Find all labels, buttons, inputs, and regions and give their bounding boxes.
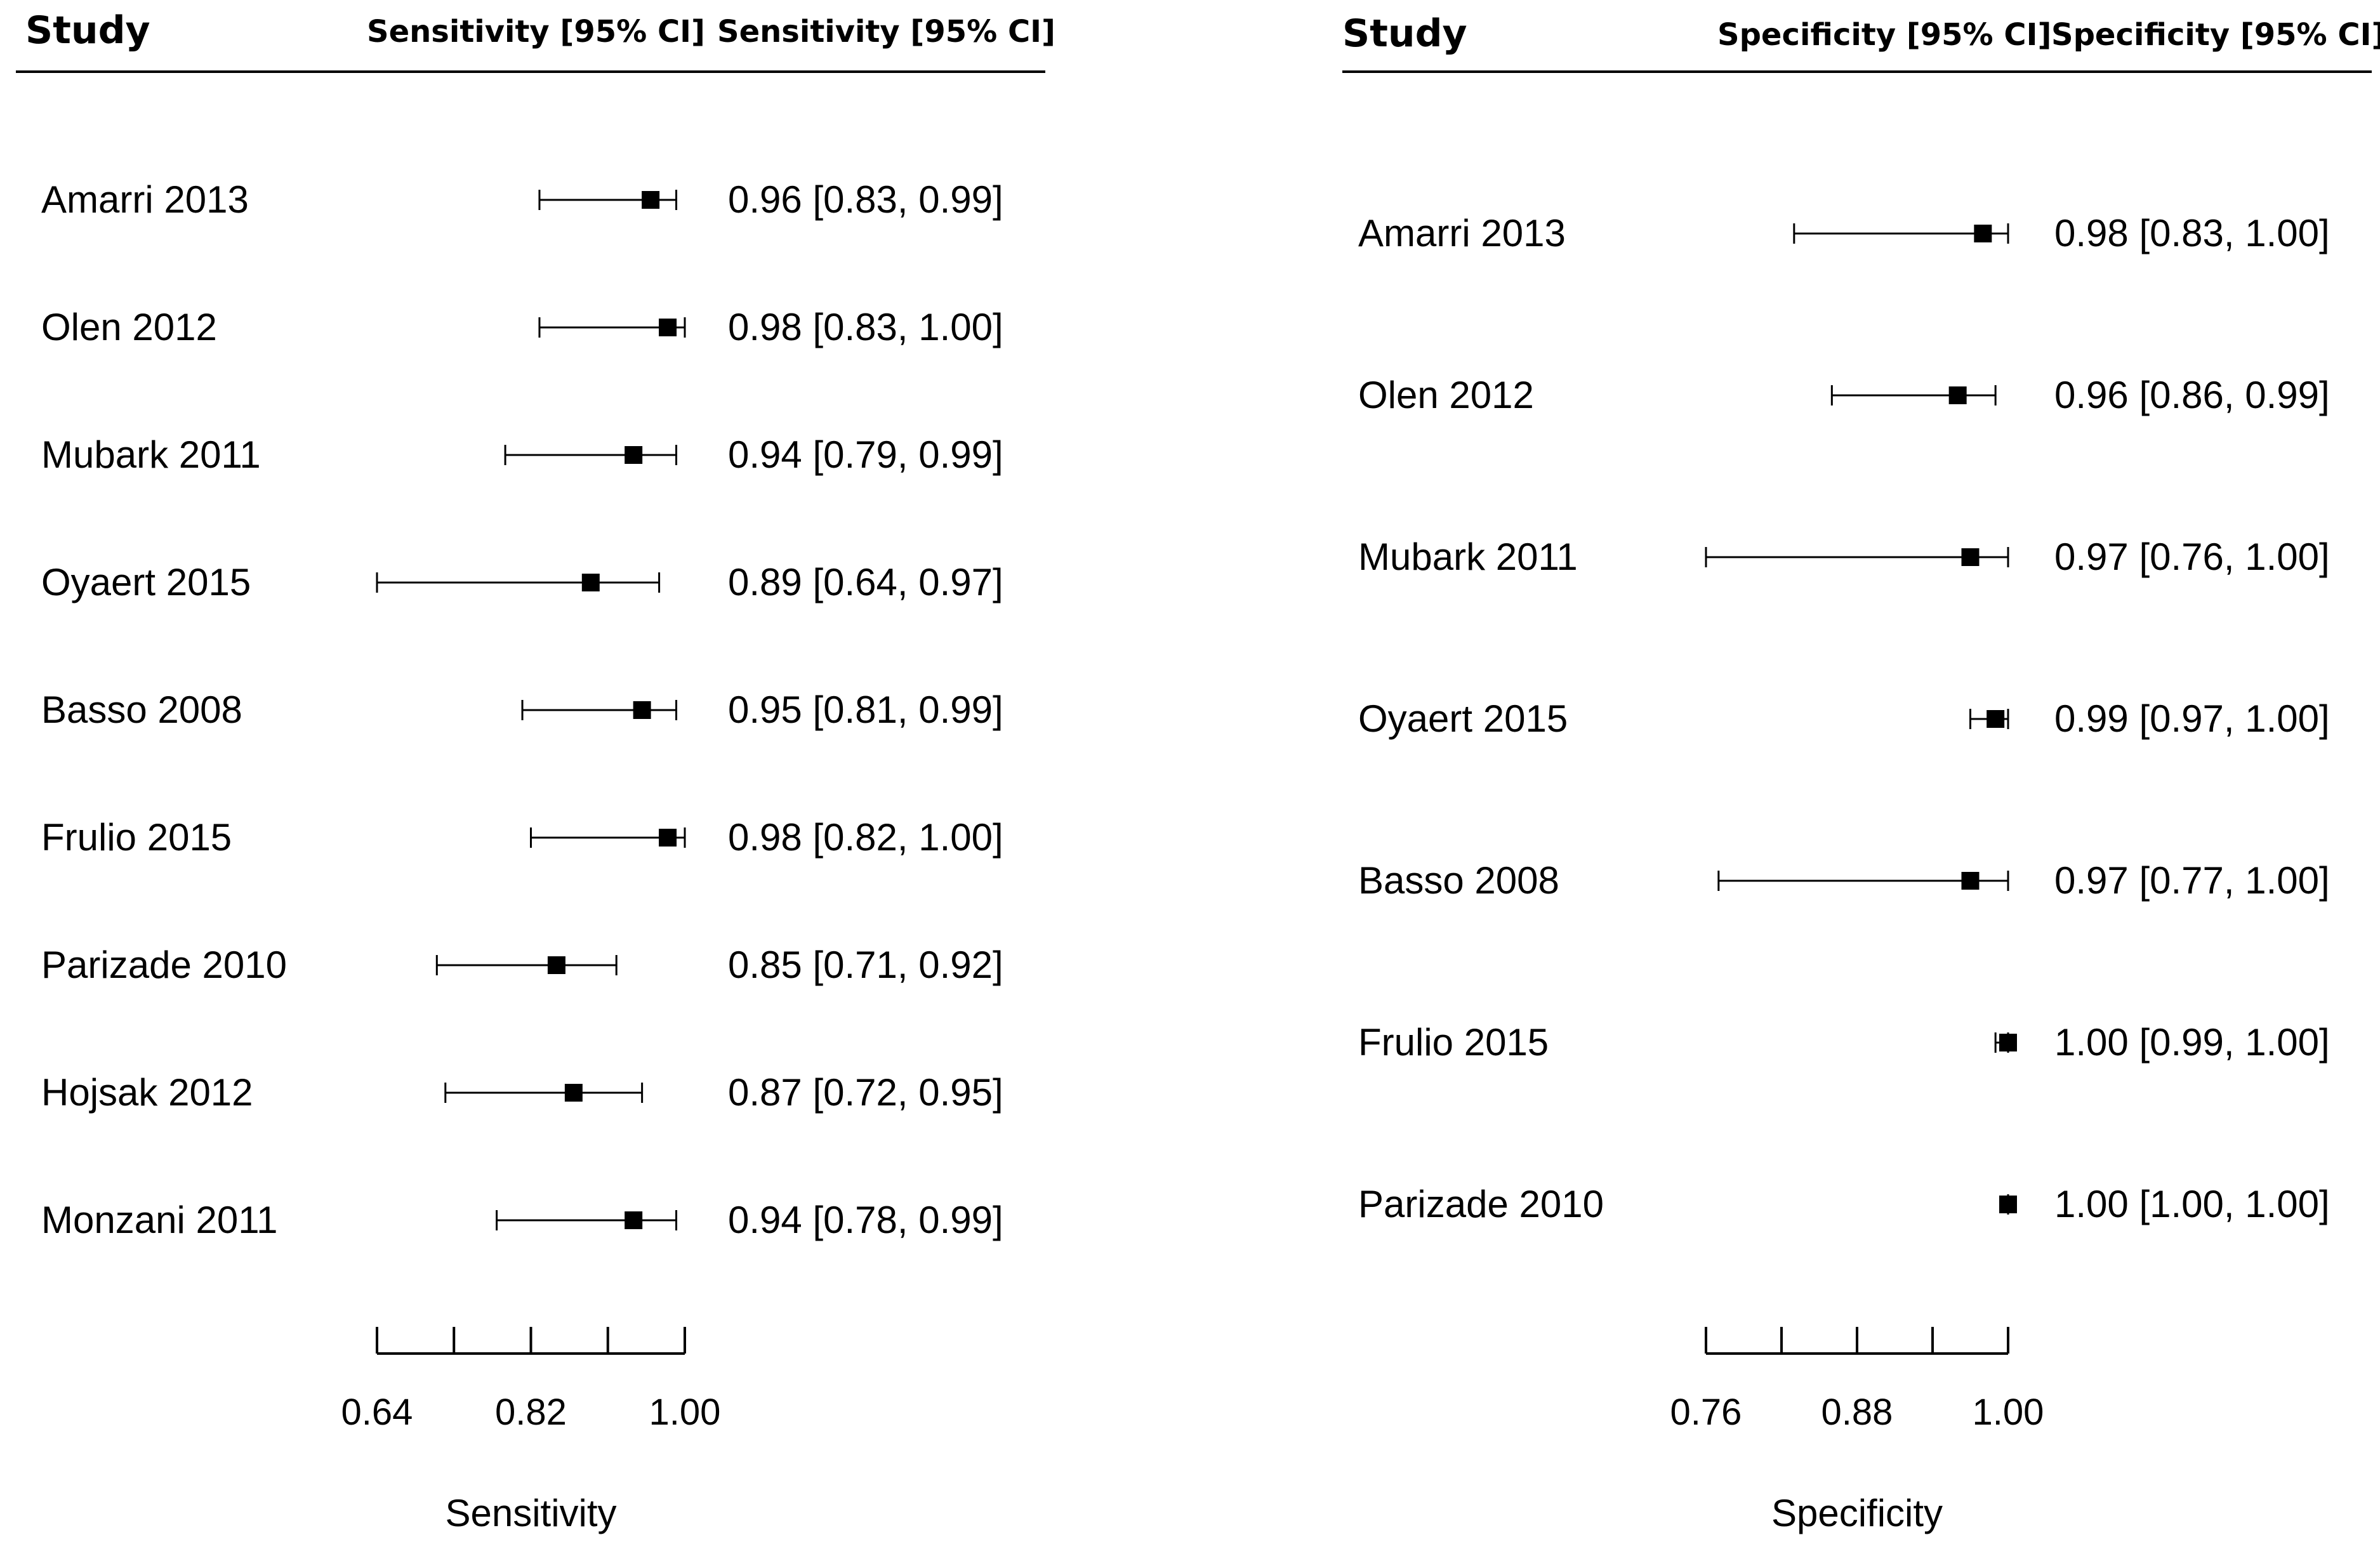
study-name: Basso 2008 — [1358, 859, 1559, 902]
estimate-label: 0.96 [0.83, 0.99] — [728, 178, 1003, 221]
study-name: Mubark 2011 — [1358, 536, 1578, 578]
study-row: Hojsak 2012 0.87 [0.72, 0.95] — [41, 1071, 1003, 1114]
study-name: Amarri 2013 — [1358, 212, 1566, 254]
study-name: Frulio 2015 — [41, 816, 232, 859]
point-estimate — [633, 701, 651, 719]
study-name: Parizade 2010 — [41, 944, 287, 986]
study-row: Frulio 2015 1.00 [0.99, 1.00] — [1358, 1021, 2330, 1064]
estimate-label: 0.94 [0.78, 0.99] — [728, 1199, 1003, 1241]
study-name: Olen 2012 — [1358, 374, 1534, 416]
study-row: Olen 2012 0.96 [0.86, 0.99] — [1358, 374, 2330, 416]
study-name: Amarri 2013 — [41, 178, 249, 221]
x-axis: 0.64 0.82 1.00 Sensitivity — [341, 1327, 721, 1534]
x-tick-label: 0.88 — [1821, 1392, 1893, 1433]
study-row: Amarri 2013 0.98 [0.83, 1.00] — [1358, 212, 2330, 254]
estimate-label: 0.89 [0.64, 0.97] — [728, 561, 1003, 603]
study-row: Basso 2008 0.97 [0.77, 1.00] — [1358, 859, 2330, 902]
point-estimate — [625, 446, 643, 464]
header-ci-label-column: Specificity [95% CI] — [2051, 17, 2380, 53]
study-row: Frulio 2015 0.98 [0.82, 1.00] — [41, 816, 1003, 859]
header-ci-column: Sensitivity [95% CI] — [367, 14, 705, 49]
study-row: Monzani 2011 0.94 [0.78, 0.99] — [41, 1199, 1003, 1241]
header-ci-label-column: Sensitivity [95% CI] — [717, 14, 1055, 49]
x-axis: 0.76 0.88 1.00 Specificity — [1670, 1327, 2044, 1534]
point-estimate — [642, 191, 660, 209]
x-tick-label: 1.00 — [1973, 1392, 2044, 1433]
estimate-label: 0.94 [0.79, 0.99] — [728, 433, 1003, 476]
study-name: Basso 2008 — [41, 689, 242, 731]
sensitivity-panel: Study Sensitivity [95% CI] Sensitivity [95… — [16, 8, 1055, 1534]
study-row: Oyaert 2015 0.99 [0.97, 1.00] — [1358, 697, 2330, 740]
study-row: Mubark 2011 0.94 [0.79, 0.99] — [41, 433, 1003, 476]
header-ci-column: Specificity [95% CI] — [1717, 17, 2051, 53]
study-name: Oyaert 2015 — [1358, 697, 1568, 740]
point-estimate — [1999, 1196, 2017, 1213]
estimate-label: 0.85 [0.71, 0.92] — [728, 944, 1003, 986]
point-estimate — [581, 574, 600, 591]
study-name: Olen 2012 — [41, 306, 217, 348]
point-estimate — [1999, 1034, 2017, 1051]
x-tick-label: 0.64 — [341, 1392, 413, 1433]
study-name: Mubark 2011 — [41, 433, 261, 476]
study-name: Oyaert 2015 — [41, 561, 251, 603]
study-row: Olen 2012 0.98 [0.83, 1.00] — [41, 306, 1003, 348]
study-row: Oyaert 2015 0.89 [0.64, 0.97] — [41, 561, 1003, 603]
estimate-label: 0.98 [0.83, 1.00] — [2054, 212, 2330, 254]
study-row: Amarri 2013 0.96 [0.83, 0.99] — [41, 178, 1003, 221]
header-study: Study — [25, 8, 150, 53]
point-estimate — [1961, 872, 1980, 890]
estimate-label: 1.00 [0.99, 1.00] — [2054, 1021, 2330, 1064]
estimate-label: 0.95 [0.81, 0.99] — [728, 689, 1003, 731]
x-axis-title: Sensitivity — [445, 1492, 616, 1534]
estimate-label: 0.98 [0.82, 1.00] — [728, 816, 1003, 859]
estimate-label: 0.98 [0.83, 1.00] — [728, 306, 1003, 348]
estimate-label: 0.97 [0.76, 1.00] — [2054, 536, 2330, 578]
x-tick-label: 1.00 — [649, 1392, 721, 1433]
study-row: Parizade 2010 1.00 [1.00, 1.00] — [1358, 1183, 2330, 1225]
point-estimate — [1974, 225, 1992, 242]
estimate-label: 0.99 [0.97, 1.00] — [2054, 697, 2330, 740]
x-tick-label: 0.82 — [495, 1392, 567, 1433]
study-row: Parizade 2010 0.85 [0.71, 0.92] — [41, 944, 1003, 986]
point-estimate — [1961, 548, 1980, 566]
point-estimate — [564, 1084, 583, 1102]
estimate-label: 0.97 [0.77, 1.00] — [2054, 859, 2330, 902]
point-estimate — [1948, 386, 1967, 404]
study-name: Parizade 2010 — [1358, 1183, 1604, 1225]
study-name: Hojsak 2012 — [41, 1071, 253, 1114]
point-estimate — [625, 1211, 643, 1229]
study-name: Monzani 2011 — [41, 1199, 277, 1241]
study-row: Basso 2008 0.95 [0.81, 0.99] — [41, 689, 1003, 731]
study-name: Frulio 2015 — [1358, 1021, 1549, 1064]
study-row: Mubark 2011 0.97 [0.76, 1.00] — [1358, 536, 2330, 578]
header-study: Study — [1342, 11, 1467, 56]
estimate-label: 1.00 [1.00, 1.00] — [2054, 1183, 2330, 1225]
point-estimate — [1987, 710, 2005, 728]
estimate-label: 0.96 [0.86, 0.99] — [2054, 374, 2330, 416]
point-estimate — [659, 829, 677, 847]
point-estimate — [659, 319, 677, 336]
x-axis-title: Specificity — [1771, 1492, 1943, 1534]
estimate-label: 0.87 [0.72, 0.95] — [728, 1071, 1003, 1114]
point-estimate — [547, 956, 565, 974]
x-tick-label: 0.76 — [1670, 1392, 1742, 1433]
specificity-panel: Study Specificity [95% CI] Specificity [95… — [1342, 11, 2380, 1534]
